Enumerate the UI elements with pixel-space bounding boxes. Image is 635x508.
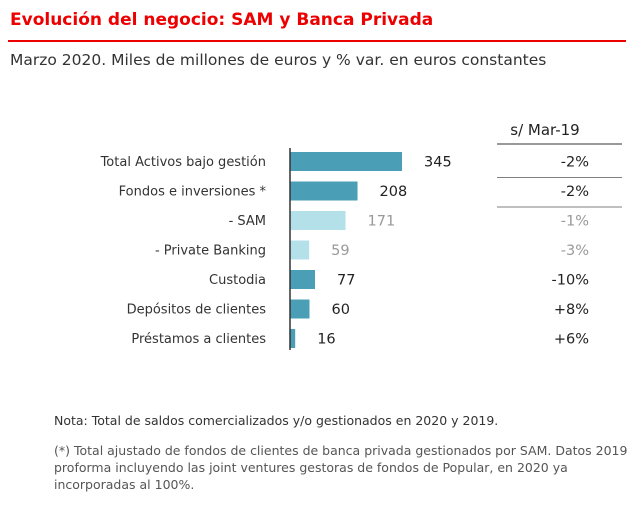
category-label: Depósitos de clientes [127,303,267,318]
change-label: -1% [561,214,589,230]
bar [290,211,346,230]
bar [290,329,296,348]
value-label: 59 [331,243,349,259]
change-label: -3% [561,243,589,259]
change-label: -2% [561,184,589,200]
chart-footnote: (*) Total ajustado de fondos de clientes… [54,443,628,492]
value-label: 60 [331,302,349,318]
category-label: - Private Banking [155,244,266,259]
bar [290,181,358,201]
category-label: Préstamos a clientes [131,332,266,347]
title-underline [8,40,626,42]
value-label: 208 [380,184,408,200]
change-label: -10% [552,273,589,289]
bar [290,152,402,171]
chart-title: Evolución del negocio: SAM y Banca Priva… [10,10,434,30]
bars-layer: Total Activos bajo gestión 345 -2% Fondos e… [100,152,622,348]
bar [290,270,315,289]
change-label: +8% [554,302,589,318]
category-label: - SAM [229,214,266,229]
bar-chart: s/ Mar-19 Total Activos bajo gestión 345 -… [100,121,622,350]
bar [290,299,310,319]
bar [290,240,310,260]
chart-subtitle: Marzo 2020. Miles de millones de euros y… [10,51,547,69]
change-label: -2% [561,155,589,171]
value-label: 16 [317,332,335,348]
category-label: Custodia [209,273,266,288]
change-label: +6% [554,332,589,348]
value-label: 77 [337,273,355,289]
value-label: 171 [368,214,396,230]
value-label: 345 [424,155,452,171]
change-column-header: s/ Mar-19 [510,121,579,139]
chart-note: Nota: Total de saldos comercializados y/… [54,413,499,428]
category-label: Total Activos bajo gestión [100,155,266,170]
category-label: Fondos e inversiones * [119,185,267,200]
